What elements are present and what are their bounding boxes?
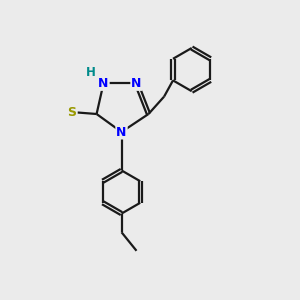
Text: H: H bbox=[86, 66, 96, 80]
Text: S: S bbox=[68, 106, 76, 119]
Text: N: N bbox=[116, 125, 127, 139]
Text: N: N bbox=[131, 77, 142, 90]
Text: N: N bbox=[98, 77, 109, 90]
